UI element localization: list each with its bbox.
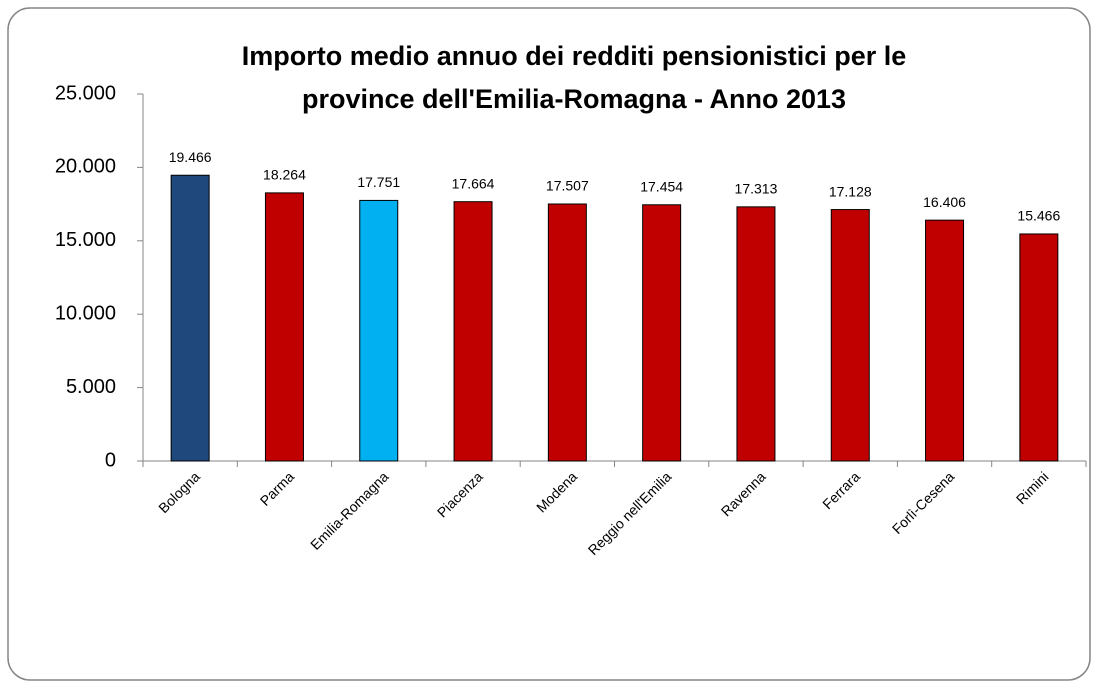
bar	[547, 203, 587, 462]
data-label: 17.507	[546, 178, 589, 194]
bar	[736, 206, 776, 462]
data-label: 17.751	[357, 174, 400, 190]
chart-title: Importo medio annuo dei redditi pensioni…	[242, 41, 907, 71]
chart-title: province dell'Emilia-Romagna - Anno 2013	[302, 84, 846, 114]
data-label: 17.664	[452, 175, 495, 191]
data-label: 16.406	[923, 194, 966, 210]
bar	[830, 209, 870, 462]
y-tick-label: 0	[105, 449, 116, 471]
y-tick-label: 5.000	[66, 376, 116, 398]
y-tick-label: 15.000	[55, 229, 116, 251]
bar	[453, 201, 493, 462]
data-label: 19.466	[169, 149, 212, 165]
data-label: 18.264	[263, 167, 306, 183]
bar	[642, 204, 682, 462]
bar	[1019, 233, 1059, 462]
data-label: 15.466	[1017, 208, 1060, 224]
bar	[925, 219, 965, 462]
y-tick-label: 25.000	[55, 82, 116, 104]
data-label: 17.313	[735, 181, 778, 197]
y-tick-label: 10.000	[55, 302, 116, 324]
bar	[359, 199, 399, 462]
bar	[170, 174, 210, 462]
y-tick-label: 20.000	[55, 156, 116, 178]
bar	[264, 192, 304, 462]
data-label: 17.128	[829, 183, 872, 199]
data-label: 17.454	[640, 178, 683, 194]
